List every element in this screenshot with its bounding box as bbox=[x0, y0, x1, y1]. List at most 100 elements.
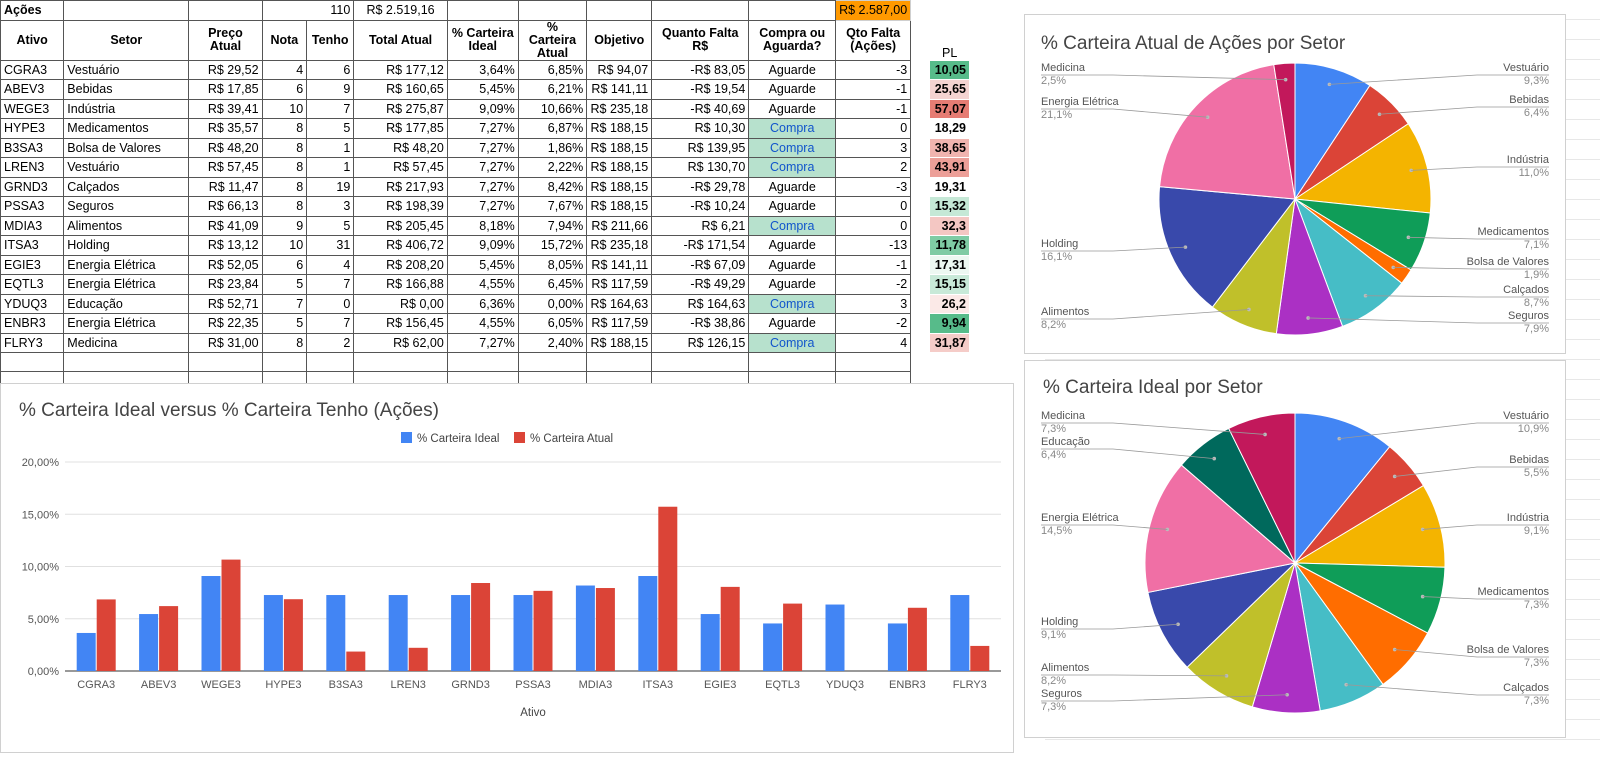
cell-pl[interactable]: 15,15 bbox=[929, 274, 970, 295]
cell-qto[interactable]: -3 bbox=[835, 59, 912, 80]
cell-total[interactable]: R$ 57,45 bbox=[353, 157, 448, 178]
column-header[interactable]: Compra ou Aguarda? bbox=[748, 19, 837, 61]
cell-acao[interactable]: Aguarde bbox=[748, 79, 837, 100]
cell-total[interactable]: R$ 48,20 bbox=[353, 137, 448, 158]
cell-setor[interactable]: Seguros bbox=[63, 196, 190, 217]
cell-ativo[interactable]: GRND3 bbox=[0, 176, 65, 197]
cell-tenho[interactable]: 0 bbox=[306, 293, 355, 314]
cell-ideal[interactable]: 7,27% bbox=[446, 196, 519, 217]
column-header[interactable]: Setor bbox=[63, 19, 190, 61]
cell-ideal[interactable]: 6,36% bbox=[446, 293, 519, 314]
cell-qto[interactable]: 0 bbox=[835, 118, 912, 139]
column-header[interactable]: % Carteira Atual bbox=[517, 19, 588, 61]
cell-pl[interactable]: 43,91 bbox=[929, 157, 970, 178]
cell-pl[interactable]: 31,87 bbox=[929, 332, 970, 353]
cell-preco[interactable]: R$ 13,12 bbox=[188, 235, 263, 256]
cell-ativo[interactable]: CGRA3 bbox=[0, 59, 65, 80]
cell-atual[interactable]: 15,72% bbox=[517, 235, 588, 256]
cell-pl[interactable]: 32,3 bbox=[929, 215, 970, 236]
cell-objetivo[interactable]: R$ 141,11 bbox=[586, 79, 653, 100]
cell-qto[interactable]: -1 bbox=[835, 98, 912, 119]
cell-total[interactable]: R$ 166,88 bbox=[353, 274, 448, 295]
cell-pl[interactable]: 19,31 bbox=[929, 176, 970, 197]
cell-qto[interactable]: 4 bbox=[835, 332, 912, 353]
summary-cell[interactable] bbox=[446, 0, 519, 21]
cell-setor[interactable]: Vestuário bbox=[63, 157, 190, 178]
cell-atual[interactable]: 6,87% bbox=[517, 118, 588, 139]
cell-ativo[interactable]: LREN3 bbox=[0, 157, 65, 178]
cell-total[interactable]: R$ 177,12 bbox=[353, 59, 448, 80]
summary-cell[interactable] bbox=[651, 0, 750, 21]
empty-cell[interactable] bbox=[748, 352, 837, 372]
cell-falta[interactable]: R$ 139,95 bbox=[651, 137, 750, 158]
empty-cell[interactable] bbox=[261, 352, 308, 372]
cell-total[interactable]: R$ 275,87 bbox=[353, 98, 448, 119]
cell-ativo[interactable]: YDUQ3 bbox=[0, 293, 65, 314]
cell-objetivo[interactable]: R$ 164,63 bbox=[586, 293, 653, 314]
cell-falta[interactable]: -R$ 40,69 bbox=[651, 98, 750, 119]
cell-nota[interactable]: 10 bbox=[261, 235, 308, 256]
cell-setor[interactable]: Indústria bbox=[63, 98, 190, 119]
cell-nota[interactable]: 6 bbox=[261, 254, 308, 275]
cell-ideal[interactable]: 4,55% bbox=[446, 274, 519, 295]
cell-acao[interactable]: Aguarde bbox=[748, 254, 837, 275]
cell-pl[interactable]: 57,07 bbox=[929, 98, 970, 119]
cell-qto[interactable]: -3 bbox=[835, 176, 912, 197]
cell-tenho[interactable]: 19 bbox=[306, 176, 355, 197]
cell-objetivo[interactable]: R$ 188,15 bbox=[586, 176, 653, 197]
bar-chart-panel[interactable]: % Carteira Ideal versus % Carteira Tenho… bbox=[0, 383, 1014, 753]
cell-tenho[interactable]: 7 bbox=[306, 274, 355, 295]
cell-total[interactable]: R$ 160,65 bbox=[353, 79, 448, 100]
cell-preco[interactable]: R$ 29,52 bbox=[188, 59, 263, 80]
cell-setor[interactable]: Educação bbox=[63, 293, 190, 314]
cell-nota[interactable]: 8 bbox=[261, 176, 308, 197]
cell-ideal[interactable]: 9,09% bbox=[446, 98, 519, 119]
cell-objetivo[interactable]: R$ 141,11 bbox=[586, 254, 653, 275]
cell-nota[interactable]: 4 bbox=[261, 59, 308, 80]
column-header-pl[interactable]: PL bbox=[941, 45, 958, 60]
cell-setor[interactable]: Energia Elétrica bbox=[63, 254, 190, 275]
pie-atual-panel[interactable]: % Carteira Atual de Ações por Setor Vest… bbox=[1024, 14, 1566, 354]
cell-falta[interactable]: -R$ 19,54 bbox=[651, 79, 750, 100]
cell-qto[interactable]: 0 bbox=[835, 215, 912, 236]
summary-cell[interactable] bbox=[748, 0, 837, 21]
cell-atual[interactable]: 7,67% bbox=[517, 196, 588, 217]
cell-preco[interactable]: R$ 35,57 bbox=[188, 118, 263, 139]
cell-total[interactable]: R$ 0,00 bbox=[353, 293, 448, 314]
cell-ativo[interactable]: EQTL3 bbox=[0, 274, 65, 295]
cell-tenho[interactable]: 1 bbox=[306, 157, 355, 178]
cell-nota[interactable]: 8 bbox=[261, 196, 308, 217]
cell-tenho[interactable]: 3 bbox=[306, 196, 355, 217]
cell-setor[interactable]: Energia Elétrica bbox=[63, 274, 190, 295]
cell-falta[interactable]: R$ 6,21 bbox=[651, 215, 750, 236]
cell-objetivo[interactable]: R$ 235,18 bbox=[586, 235, 653, 256]
cell-preco[interactable]: R$ 52,71 bbox=[188, 293, 263, 314]
cell-qto[interactable]: 3 bbox=[835, 293, 912, 314]
column-header[interactable]: Total Atual bbox=[353, 19, 448, 61]
cell-setor[interactable]: Alimentos bbox=[63, 215, 190, 236]
column-header[interactable]: Qto Falta (Ações) bbox=[835, 19, 912, 61]
cell-nota[interactable]: 5 bbox=[261, 313, 308, 334]
cell-qto[interactable]: 0 bbox=[835, 196, 912, 217]
cell-falta[interactable]: -R$ 49,29 bbox=[651, 274, 750, 295]
cell-preco[interactable]: R$ 17,85 bbox=[188, 79, 263, 100]
cell-ideal[interactable]: 3,64% bbox=[446, 59, 519, 80]
column-header[interactable]: Quanto Falta R$ bbox=[651, 19, 750, 61]
empty-cell[interactable] bbox=[188, 352, 263, 372]
cell-ideal[interactable]: 7,27% bbox=[446, 137, 519, 158]
cell-atual[interactable]: 7,94% bbox=[517, 215, 588, 236]
cell-ideal[interactable]: 5,45% bbox=[446, 79, 519, 100]
cell-ideal[interactable]: 7,27% bbox=[446, 157, 519, 178]
cell-falta[interactable]: R$ 164,63 bbox=[651, 293, 750, 314]
pie-ideal-panel[interactable]: % Carteira Ideal por Setor Vestuário 10,9… bbox=[1024, 360, 1566, 738]
summary-cell[interactable] bbox=[517, 0, 588, 21]
cell-atual[interactable]: 2,40% bbox=[517, 332, 588, 353]
summary-falta-total[interactable]: R$ 2.587,00 bbox=[835, 0, 912, 21]
cell-ativo[interactable]: MDIA3 bbox=[0, 215, 65, 236]
cell-qto[interactable]: -2 bbox=[835, 274, 912, 295]
cell-acao[interactable]: Aguarde bbox=[748, 274, 837, 295]
cell-objetivo[interactable]: R$ 117,59 bbox=[586, 274, 653, 295]
cell-preco[interactable]: R$ 52,05 bbox=[188, 254, 263, 275]
cell-objetivo[interactable]: R$ 188,15 bbox=[586, 332, 653, 353]
cell-preco[interactable]: R$ 11,47 bbox=[188, 176, 263, 197]
